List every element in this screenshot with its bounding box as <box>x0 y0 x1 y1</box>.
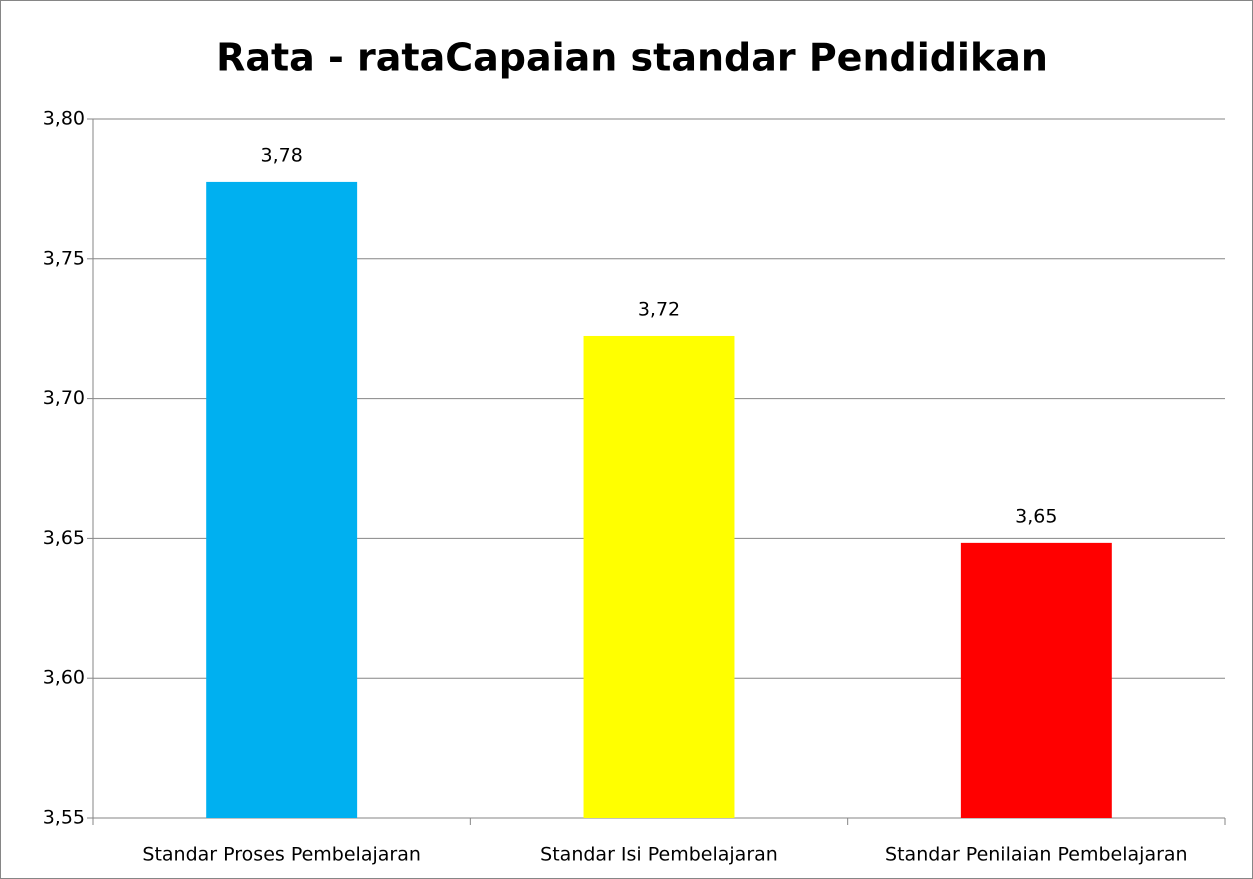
chart-title: Rata - rataCapaian standar Pendidikan <box>216 36 1048 80</box>
x-tick-label: Standar Proses Pembelajaran <box>142 844 421 866</box>
data-label: 3,78 <box>261 144 303 166</box>
y-tick-label: 3,70 <box>43 387 85 409</box>
y-tick-label: 3,75 <box>43 247 85 269</box>
y-tick-label: 3,65 <box>43 527 85 549</box>
bar <box>206 181 358 818</box>
y-tick-label: 3,80 <box>43 108 85 130</box>
data-label: 3,72 <box>638 298 680 320</box>
y-tick-label: 3,60 <box>43 667 85 689</box>
x-tick-label: Standar Penilaian Pembelajaran <box>885 844 1188 866</box>
bar <box>960 542 1112 818</box>
y-tick-label: 3,55 <box>43 807 85 829</box>
x-tick-label: Standar Isi Pembelajaran <box>540 844 778 866</box>
bar <box>583 335 735 818</box>
data-label: 3,65 <box>1015 505 1057 527</box>
